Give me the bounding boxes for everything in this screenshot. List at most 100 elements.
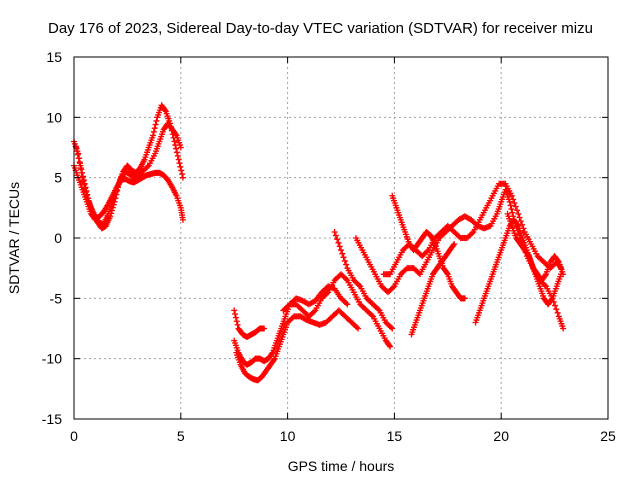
series-arc-3 [71,162,186,223]
point-9-102 [511,200,518,207]
point-5-44 [270,356,277,363]
point-8-162 [552,302,559,309]
point-8-125 [506,198,513,205]
point-7-6 [339,250,346,257]
point-3-2 [232,314,239,321]
y-axis-label: SDTVAR / TECUs [6,182,22,294]
point-1-41 [108,210,115,217]
point-9-106 [516,214,523,221]
point-1-42 [109,207,116,214]
point-6-84 [386,342,393,349]
point-5-115 [355,325,362,332]
point-9-103 [512,203,519,210]
point-7-7 [340,254,347,261]
point-7-19 [355,282,362,289]
point-13-65 [560,271,567,278]
point-1-8 [79,173,86,180]
point-1-92 [151,125,158,132]
point-1-44 [110,201,117,208]
point-1-1 [73,148,80,155]
point-9-34 [424,248,431,255]
y-tick-label-1: -10 [42,351,62,367]
point-3-35 [261,325,268,332]
point-1-12 [83,187,90,194]
point-9-107 [517,218,524,225]
point-7-8 [341,257,348,264]
series-arc-12 [408,241,458,338]
point-8-126 [507,202,514,209]
point-4-110 [344,301,351,308]
point-13-59 [555,257,562,264]
point-1-4 [76,158,83,165]
y-tick-label-0: -15 [42,411,62,427]
point-1-122 [177,163,184,170]
point-1-119 [174,152,181,159]
point-6-34 [323,290,330,297]
point-1-10 [81,180,88,187]
point-1-117 [173,145,180,152]
series-arc-10 [380,180,565,278]
point-6-49 [343,276,350,283]
point-9-101 [510,196,517,203]
point-5-114 [353,324,360,331]
point-9-69 [469,230,476,237]
point-8-164 [554,309,561,316]
series-arc-5 [231,283,351,368]
point-1-111 [167,123,174,130]
point-7-44 [387,324,394,331]
point-7-4 [336,243,343,250]
series-arc-13 [472,216,565,326]
point-6-69 [368,312,375,319]
series-arc-9 [352,186,567,332]
point-4-109 [343,300,350,307]
series-arc-1 [71,120,184,227]
point-7-34 [375,306,382,313]
point-2-130 [179,216,186,223]
point-1-3 [75,155,82,162]
point-1-43 [109,204,116,211]
series-arc-6 [233,307,362,384]
point-1-114 [170,134,177,141]
point-1-90 [150,132,157,139]
point-8-127 [508,206,515,213]
point-1-121 [176,160,183,167]
point-7-5 [338,247,344,254]
point-0-120 [177,144,184,151]
data-points [71,102,567,384]
y-tick-label-6: 15 [46,49,62,65]
point-1-2 [74,151,81,158]
point-3-3 [233,318,240,325]
series-arc-4 [231,307,268,340]
point-6-24 [311,308,318,315]
point-1-125 [179,174,186,181]
point-7-3 [335,239,342,246]
point-1-112 [168,127,175,134]
x-tick-label-1: 5 [177,428,185,444]
point-1-123 [178,167,185,174]
point-10-85 [461,295,468,302]
point-3-1 [232,311,239,318]
series-arc-7 [280,271,394,350]
point-7-45 [389,325,396,332]
point-1-120 [175,156,182,163]
point-1-91 [150,128,157,135]
point-1-116 [172,142,179,149]
point-7-2 [334,236,341,243]
point-1-104 [161,107,168,114]
y-axis: -15 -10 -5 0 5 10 15 [42,49,608,427]
point-1-45 [111,198,118,205]
point-1-93 [152,121,159,128]
x-tick-label-0: 0 [70,428,78,444]
point-13-24 [525,251,532,258]
x-tick-label-4: 20 [493,428,509,444]
point-1-5 [77,162,84,169]
point-1-115 [171,138,178,145]
point-8-154 [541,282,548,289]
point-1-110 [167,120,174,127]
point-12-49 [514,221,521,228]
grid [74,57,608,419]
y-tick-label-2: -5 [50,290,63,306]
series-arc-8 [331,228,396,332]
series-arc-14 [504,210,567,284]
